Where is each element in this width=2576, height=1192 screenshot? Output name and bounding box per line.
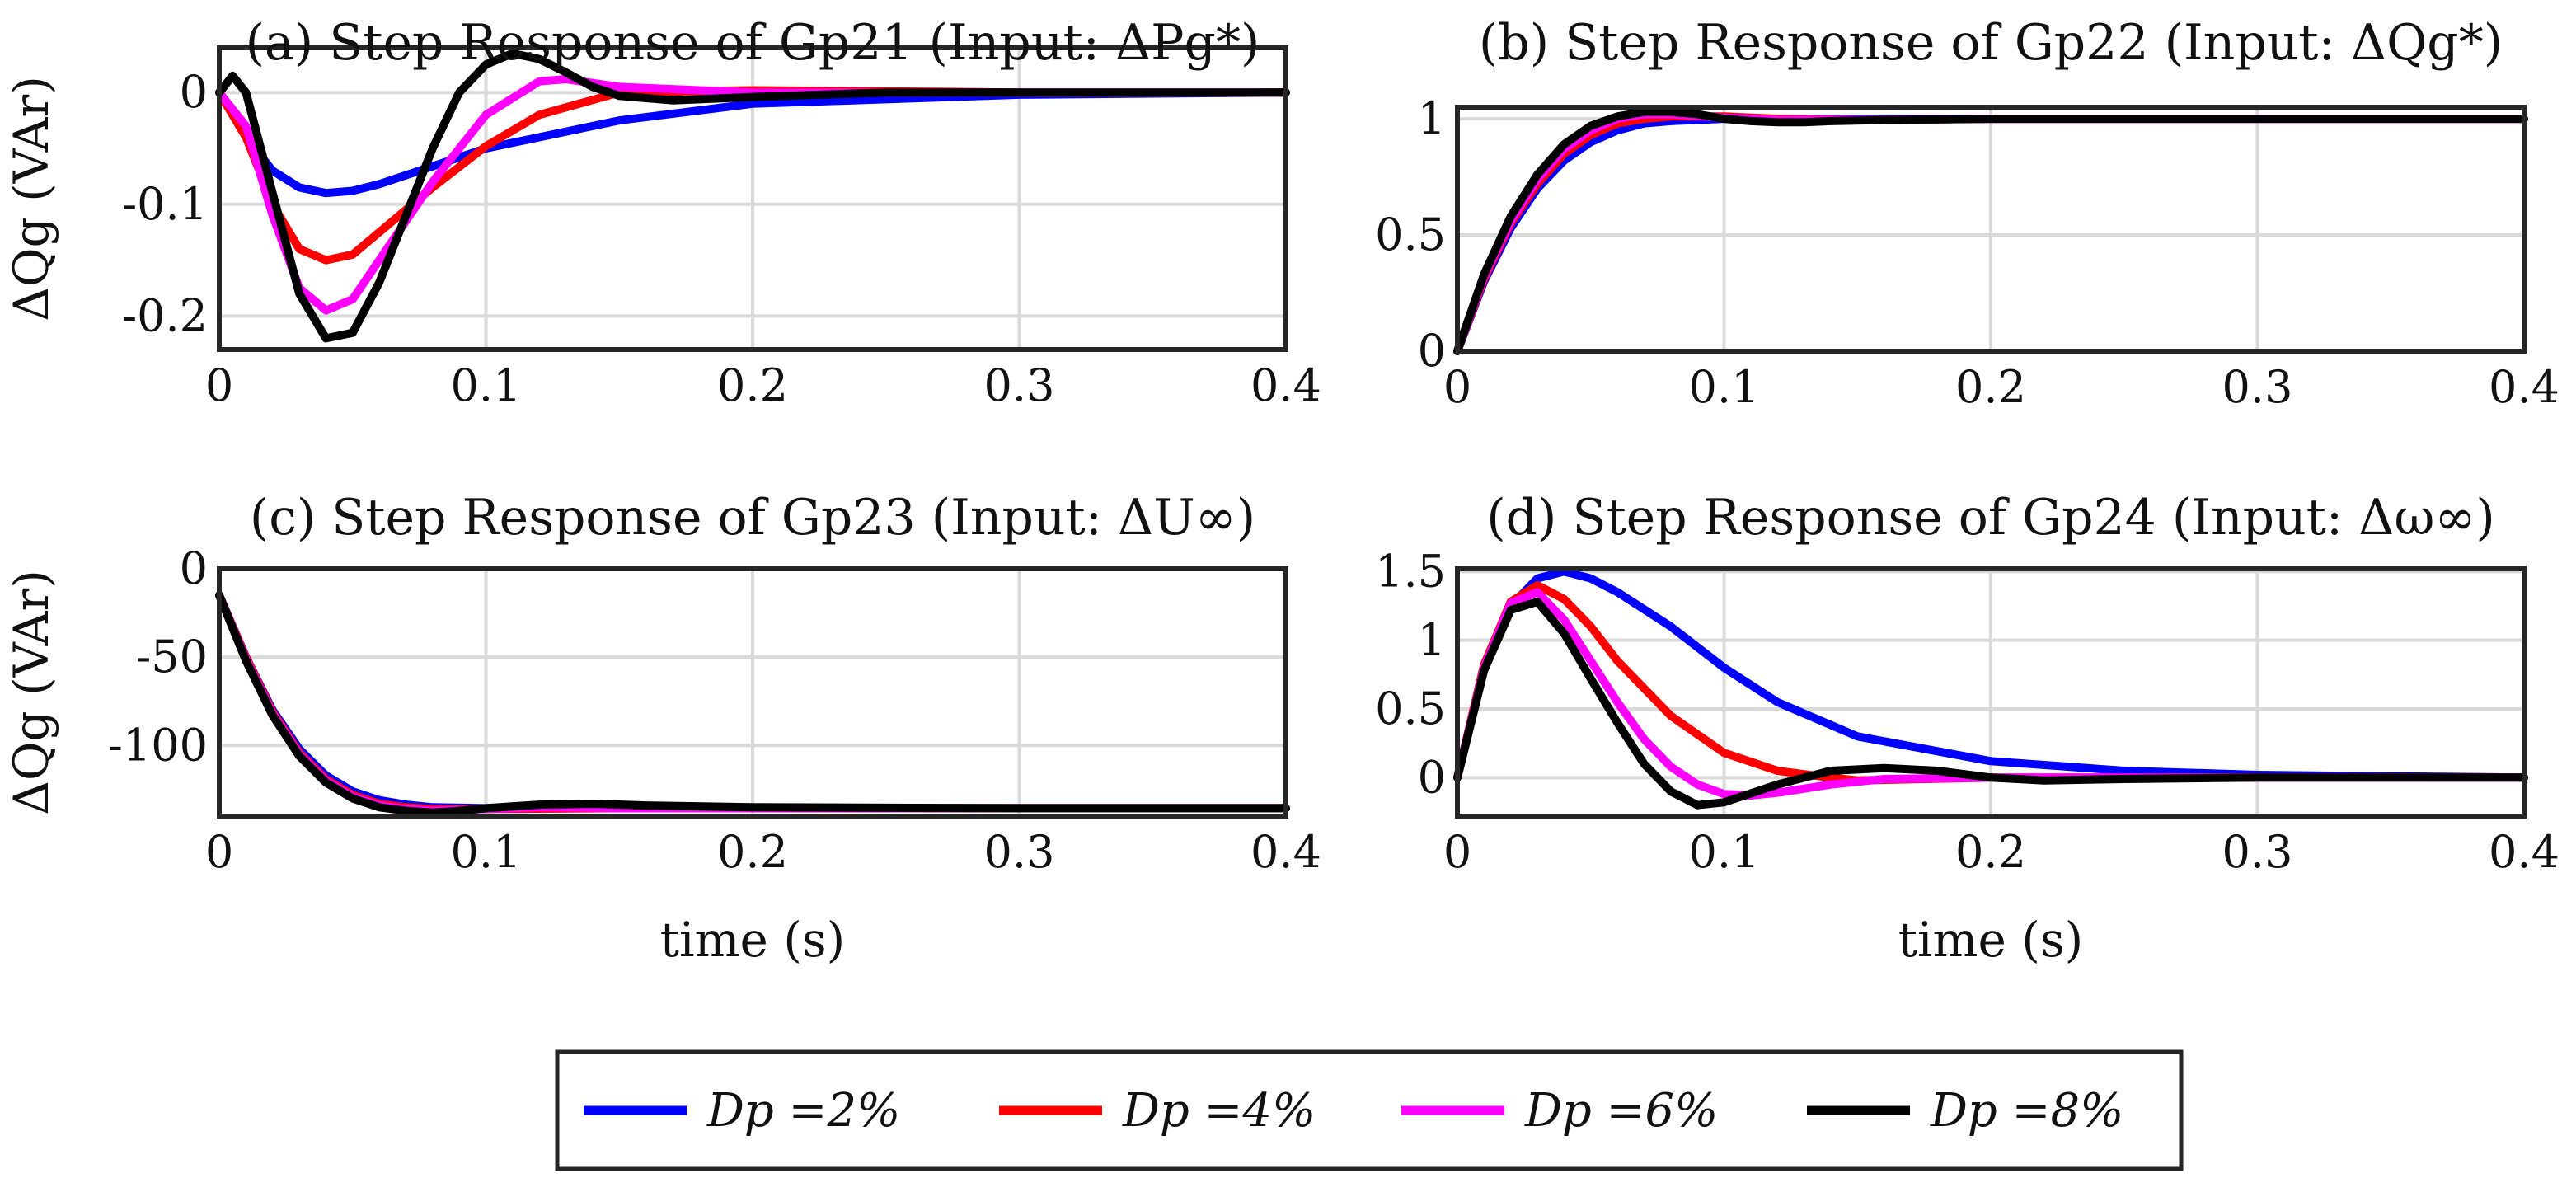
chart-title: (a) Step Response of Gp21 (Input: ΔPg*) bbox=[246, 14, 1260, 72]
x-tick-label: 0.3 bbox=[984, 826, 1055, 878]
x-tick-label: 0.4 bbox=[1250, 826, 1321, 878]
series-line-8pct bbox=[1453, 107, 2528, 355]
x-tick-label: 0.1 bbox=[451, 359, 522, 411]
x-tick-label: 0.4 bbox=[2489, 361, 2560, 413]
legend-label: Dp =8% bbox=[1930, 1084, 2123, 1138]
y-axis-label: ΔQg (VAr) bbox=[3, 76, 59, 321]
legend: Dp =2% Dp =4% Dp =6% Dp =8% bbox=[555, 1049, 2184, 1171]
series-line-2pct bbox=[215, 88, 1290, 198]
legend-label: Dp =6% bbox=[1524, 1084, 1718, 1138]
series-line-8pct bbox=[1453, 598, 2528, 810]
y-tick-label: 1 bbox=[1418, 92, 1446, 144]
x-tick-label: 0.2 bbox=[1955, 826, 2026, 878]
legend-box bbox=[555, 1049, 2184, 1171]
x-tick-label: 0 bbox=[205, 826, 233, 878]
series-line-8pct bbox=[215, 49, 1290, 343]
chart-title: (d) Step Response of Gp24 (Input: Δω∞) bbox=[1486, 489, 2495, 547]
panel-d: 0 0.1 0.2 0.3 0.4 0 0.5 1 1.5 (d) Step Response o… bbox=[1375, 489, 2560, 968]
x-tick-label: 0 bbox=[1443, 826, 1471, 878]
x-tick-label: 0.2 bbox=[717, 359, 788, 411]
legend-label: Dp =4% bbox=[1122, 1084, 1316, 1138]
axis-box bbox=[1455, 566, 2527, 819]
y-tick-label: 1 bbox=[1418, 614, 1446, 666]
x-tick-label: 0.1 bbox=[1689, 826, 1760, 878]
y-tick-label: 0 bbox=[180, 66, 208, 118]
axis-box bbox=[217, 566, 1288, 819]
series-line-6pct bbox=[1453, 588, 2528, 800]
y-tick-label: -0.1 bbox=[122, 178, 208, 230]
y-tick-label: -100 bbox=[108, 719, 208, 771]
x-tick-label: 0.1 bbox=[1689, 361, 1760, 413]
x-axis-label: time (s) bbox=[660, 912, 846, 968]
y-tick-label: 0.5 bbox=[1375, 209, 1446, 260]
y-tick-label: -50 bbox=[136, 631, 208, 683]
axis-box bbox=[1455, 105, 2527, 354]
x-tick-label: 0.2 bbox=[1955, 361, 2026, 413]
axis-box bbox=[217, 45, 1288, 352]
x-tick-label: 0.4 bbox=[1250, 359, 1321, 411]
x-tick-label: 0.4 bbox=[2489, 826, 2560, 878]
panel-a: 0 0.1 0.2 0.3 0.4 0 -0.1 -0.2 (a) Step Response … bbox=[3, 14, 1321, 411]
y-tick-label: 0.5 bbox=[1375, 683, 1446, 734]
y-tick-label: 0 bbox=[1418, 751, 1446, 803]
x-axis-label: time (s) bbox=[1898, 912, 2084, 968]
y-tick-label: 0 bbox=[1418, 325, 1446, 377]
x-tick-label: 0.1 bbox=[451, 826, 522, 878]
x-tick-label: 0.3 bbox=[2222, 361, 2293, 413]
chart-title: (b) Step Response of Gp22 (Input: ΔQg*) bbox=[1479, 14, 2503, 72]
x-tick-label: 0.3 bbox=[2222, 826, 2293, 878]
legend-label: Dp =2% bbox=[706, 1084, 900, 1138]
panel-c: 0 0.1 0.2 0.3 0.4 0 -50 -100 (c) Step Response o… bbox=[3, 489, 1321, 968]
x-tick-label: 0.2 bbox=[717, 826, 788, 878]
series-line-8pct bbox=[215, 591, 1290, 817]
panels-container: 0 0.1 0.2 0.3 0.4 0 -0.1 -0.2 (a) Step Response … bbox=[3, 14, 2560, 968]
x-tick-label: 0 bbox=[1443, 361, 1471, 413]
y-tick-label: -0.2 bbox=[122, 289, 208, 341]
y-axis-label: ΔQg (VAr) bbox=[3, 570, 59, 815]
y-tick-label: 0 bbox=[180, 542, 208, 594]
y-tick-label: 1.5 bbox=[1375, 545, 1446, 597]
x-tick-label: 0.3 bbox=[984, 359, 1055, 411]
x-tick-label: 0 bbox=[205, 359, 233, 411]
chart-title: (c) Step Response of Gp23 (Input: ΔU∞) bbox=[250, 489, 1255, 547]
panel-b: 0 0.1 0.2 0.3 0.4 0 0.5 1 (b) Step Response of G… bbox=[1375, 14, 2560, 413]
